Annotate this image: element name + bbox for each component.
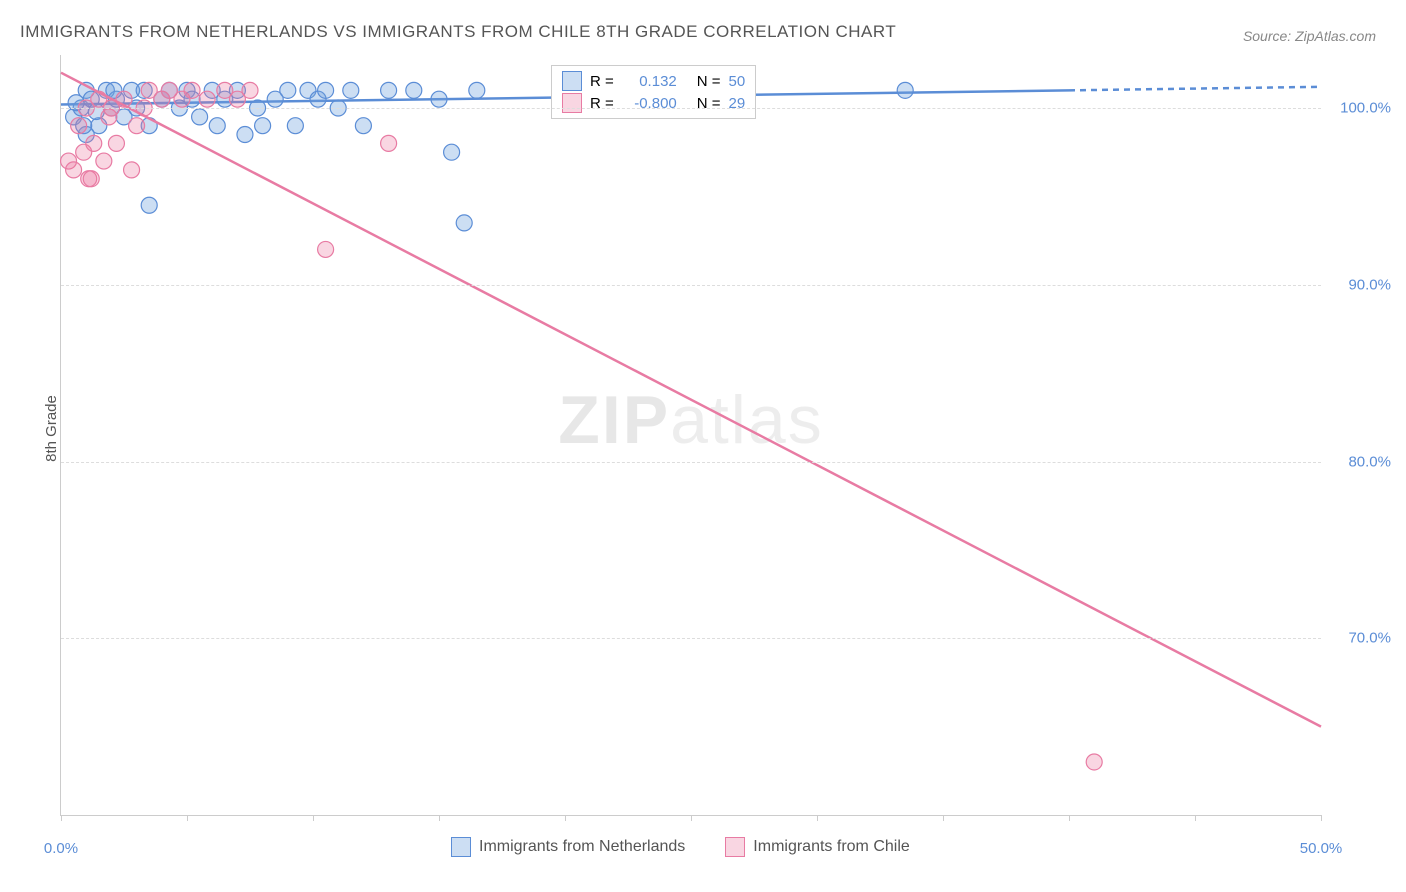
data-point	[116, 91, 132, 107]
data-point	[343, 82, 359, 98]
tick-v	[187, 815, 188, 821]
data-point	[141, 197, 157, 213]
data-point	[66, 162, 82, 178]
scatter-svg	[61, 55, 1321, 815]
y-tick-label: 80.0%	[1348, 453, 1391, 470]
gridline-h	[61, 462, 1321, 463]
series-legend: Immigrants from Netherlands Immigrants f…	[451, 837, 910, 857]
data-point	[96, 153, 112, 169]
data-point	[108, 135, 124, 151]
legend-row-chile: R = -0.800 N = 29	[562, 92, 745, 114]
legend-item-chile: Immigrants from Chile	[725, 837, 909, 857]
data-point	[355, 118, 371, 134]
trend-line	[61, 73, 1321, 727]
chart-title: IMMIGRANTS FROM NETHERLANDS VS IMMIGRANT…	[20, 22, 896, 42]
data-point	[242, 82, 258, 98]
data-point	[237, 127, 253, 143]
trend-line-dashed	[1069, 87, 1321, 91]
tick-v	[691, 815, 692, 821]
n-value-netherlands: 50	[729, 73, 746, 90]
source-label: Source: ZipAtlas.com	[1243, 28, 1376, 44]
tick-v	[1321, 815, 1322, 821]
data-point	[381, 135, 397, 151]
tick-v	[943, 815, 944, 821]
tick-v	[1069, 815, 1070, 821]
data-point	[86, 135, 102, 151]
data-point	[318, 241, 334, 257]
gridline-h	[61, 638, 1321, 639]
data-point	[129, 118, 145, 134]
tick-v	[61, 815, 62, 821]
data-point	[444, 144, 460, 160]
tick-v	[565, 815, 566, 821]
legend-row-netherlands: R = 0.132 N = 50	[562, 70, 745, 92]
n-label: N =	[697, 73, 721, 90]
chart-plot-area: ZIPatlas R = 0.132 N = 50 R = -0.800 N =…	[60, 55, 1321, 816]
swatch-chile	[562, 93, 582, 113]
data-point	[199, 91, 215, 107]
gridline-h	[61, 108, 1321, 109]
y-tick-label: 70.0%	[1348, 630, 1391, 647]
r-label: R =	[590, 73, 614, 90]
data-point	[406, 82, 422, 98]
data-point	[209, 118, 225, 134]
legend-item-netherlands: Immigrants from Netherlands	[451, 837, 685, 857]
data-point	[469, 82, 485, 98]
correlation-legend: R = 0.132 N = 50 R = -0.800 N = 29	[551, 65, 756, 119]
data-point	[83, 171, 99, 187]
x-tick-label: 0.0%	[44, 840, 78, 857]
y-tick-label: 90.0%	[1348, 276, 1391, 293]
data-point	[456, 215, 472, 231]
tick-v	[313, 815, 314, 821]
data-point	[318, 82, 334, 98]
swatch-netherlands	[562, 71, 582, 91]
r-value-netherlands: 0.132	[622, 73, 677, 90]
data-point	[1086, 754, 1102, 770]
swatch-chile-icon	[725, 837, 745, 857]
data-point	[381, 82, 397, 98]
swatch-netherlands-icon	[451, 837, 471, 857]
legend-label-chile: Immigrants from Chile	[753, 838, 909, 856]
data-point	[287, 118, 303, 134]
data-point	[897, 82, 913, 98]
data-point	[255, 118, 271, 134]
data-point	[192, 109, 208, 125]
tick-v	[439, 815, 440, 821]
data-point	[184, 82, 200, 98]
tick-v	[1195, 815, 1196, 821]
data-point	[124, 162, 140, 178]
legend-label-netherlands: Immigrants from Netherlands	[479, 838, 685, 856]
data-point	[280, 82, 296, 98]
data-point	[431, 91, 447, 107]
y-axis-label: 8th Grade	[43, 395, 60, 462]
x-tick-label: 50.0%	[1300, 840, 1343, 857]
gridline-h	[61, 285, 1321, 286]
data-point	[71, 118, 87, 134]
y-tick-label: 100.0%	[1340, 100, 1391, 117]
tick-v	[817, 815, 818, 821]
